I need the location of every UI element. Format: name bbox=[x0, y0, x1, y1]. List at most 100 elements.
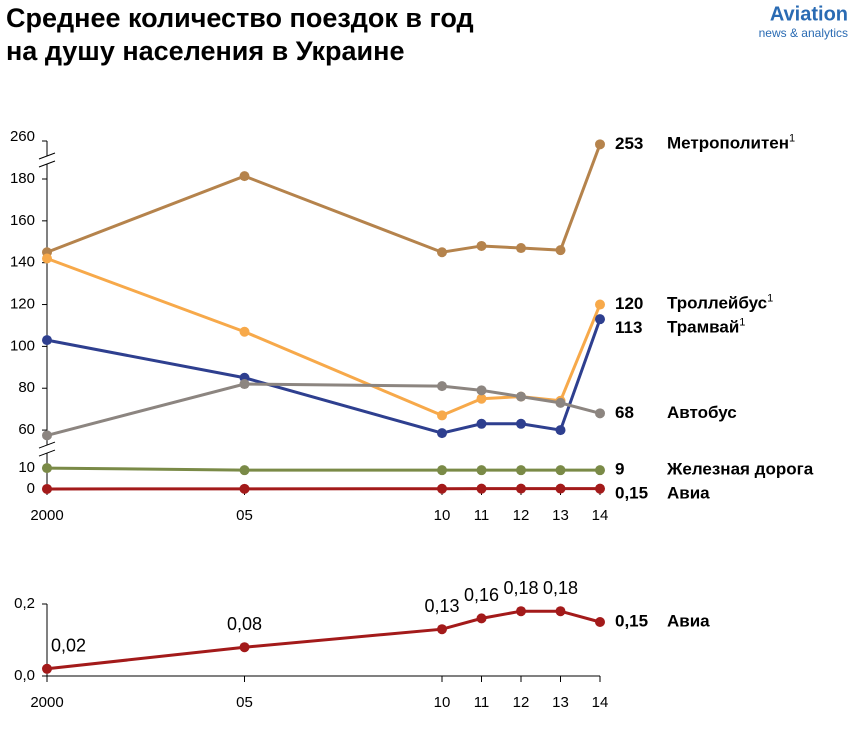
axis-break-gap bbox=[39, 445, 55, 454]
point bbox=[555, 465, 566, 476]
y-tick-label: 160 bbox=[10, 212, 35, 229]
logo-tagline: news & analytics bbox=[759, 26, 848, 40]
series-name: Автобус bbox=[667, 403, 737, 422]
axis-break-gap bbox=[39, 156, 55, 164]
x-tick-label: 14 bbox=[592, 694, 609, 711]
series-name-text: Троллейбус bbox=[667, 294, 767, 313]
x-tick-label: 13 bbox=[552, 507, 569, 524]
y-tick-label: 140 bbox=[10, 254, 35, 271]
point bbox=[239, 642, 250, 653]
y-tick-label: 0,0 bbox=[14, 667, 35, 684]
point bbox=[437, 465, 447, 476]
x-tick-label: 10 bbox=[434, 694, 451, 711]
point bbox=[239, 326, 250, 337]
point bbox=[239, 483, 250, 494]
title-line: на душу населения в Украине bbox=[6, 36, 404, 66]
point bbox=[42, 663, 52, 674]
point bbox=[476, 483, 487, 494]
name-note: 1 bbox=[789, 132, 795, 144]
series-line bbox=[46, 318, 602, 435]
point bbox=[476, 465, 487, 476]
end-value-label: 9 bbox=[615, 460, 624, 479]
series-name: Троллейбус1 bbox=[667, 292, 773, 313]
point bbox=[555, 425, 566, 436]
point bbox=[595, 299, 605, 310]
point bbox=[437, 428, 447, 439]
x-tick-label: 11 bbox=[474, 694, 490, 711]
point bbox=[239, 379, 250, 390]
point bbox=[516, 418, 526, 429]
point bbox=[437, 247, 447, 258]
series-name-text: Метрополитен bbox=[667, 134, 789, 153]
series-line bbox=[46, 609, 601, 671]
x-tick-label: 2000 bbox=[30, 694, 63, 711]
axis-break bbox=[38, 160, 56, 168]
point bbox=[516, 483, 526, 494]
x-tick-label: 12 bbox=[513, 694, 530, 711]
axis-break bbox=[38, 441, 56, 449]
data-label: 0,18 bbox=[503, 578, 538, 598]
y-tick-label: 80 bbox=[18, 379, 35, 396]
y-tick-label: 180 bbox=[10, 170, 35, 187]
point bbox=[42, 483, 52, 494]
point bbox=[476, 393, 487, 404]
series-name: Метрополитен1 bbox=[667, 132, 795, 153]
title-line: Среднее количество поездок в год bbox=[6, 3, 474, 33]
x-tick-label: 12 bbox=[513, 507, 530, 524]
point bbox=[42, 463, 52, 474]
logo-name: Aviation bbox=[770, 3, 848, 25]
x-tick-label: 10 bbox=[434, 507, 451, 524]
x-tick-label: 13 bbox=[552, 694, 569, 711]
point bbox=[42, 253, 52, 264]
end-value-label: 120 bbox=[615, 294, 643, 313]
y-tick-label: 0,2 bbox=[14, 595, 35, 612]
x-tick-label: 2000 bbox=[30, 507, 63, 524]
point bbox=[42, 335, 52, 346]
y-tick-label: 0 bbox=[27, 480, 35, 497]
x-tick-label: 05 bbox=[236, 694, 253, 711]
y-tick-label: 260 bbox=[10, 128, 35, 145]
point bbox=[555, 397, 566, 408]
data-label: 0,02 bbox=[51, 636, 86, 656]
point bbox=[476, 418, 487, 429]
x-tick-label: 05 bbox=[236, 507, 253, 524]
name-note: 1 bbox=[767, 292, 773, 304]
point bbox=[476, 240, 487, 251]
point bbox=[555, 606, 566, 617]
data-label: 0,13 bbox=[424, 596, 459, 616]
point bbox=[516, 606, 526, 617]
point bbox=[437, 381, 447, 392]
point bbox=[516, 391, 526, 402]
data-label: 0,16 bbox=[464, 585, 499, 605]
point bbox=[555, 245, 566, 256]
axis-break bbox=[38, 152, 56, 160]
point bbox=[595, 617, 605, 627]
point bbox=[595, 465, 605, 476]
point bbox=[476, 613, 487, 624]
series-name: Трамвай1 bbox=[667, 316, 745, 337]
x-tick-label: 11 bbox=[474, 507, 490, 524]
series-name: Авиа bbox=[667, 611, 710, 630]
x-tick-label: 14 bbox=[592, 507, 609, 524]
point bbox=[595, 139, 605, 150]
end-value-label: 253 bbox=[615, 134, 643, 153]
name-note: 1 bbox=[739, 316, 745, 328]
point bbox=[437, 483, 447, 494]
data-label: 0,08 bbox=[227, 614, 262, 634]
series-name: Авиа bbox=[667, 484, 710, 503]
y-tick-label: 120 bbox=[10, 296, 35, 313]
point bbox=[42, 430, 52, 441]
point bbox=[516, 243, 526, 254]
end-value-label: 68 bbox=[615, 403, 634, 422]
point bbox=[555, 483, 566, 494]
series-line bbox=[46, 257, 602, 418]
y-tick-label: 10 bbox=[18, 459, 35, 476]
end-value-label: 113 bbox=[615, 318, 642, 337]
series-line bbox=[46, 143, 602, 254]
point bbox=[239, 465, 250, 476]
point bbox=[437, 624, 447, 635]
point bbox=[516, 465, 526, 476]
point bbox=[239, 171, 250, 182]
point bbox=[476, 385, 487, 396]
y-tick-label: 60 bbox=[18, 421, 35, 438]
